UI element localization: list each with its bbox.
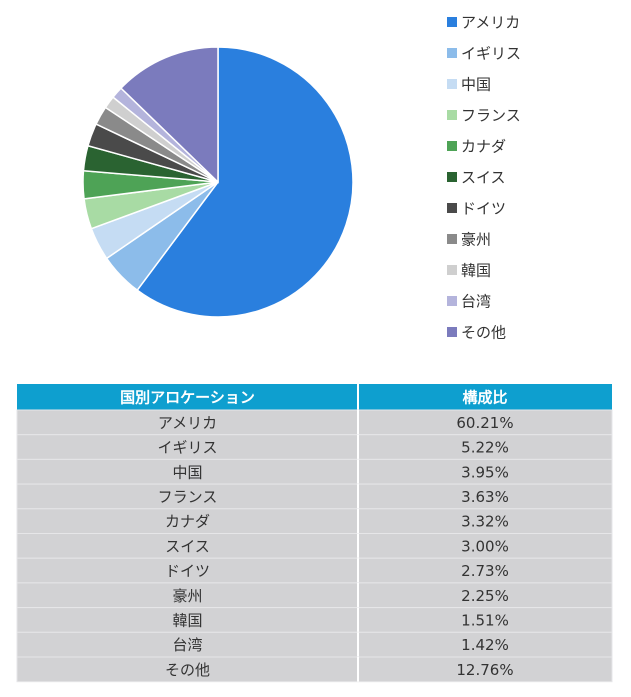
table-cell: 2.73% [461, 562, 509, 580]
legend-label: アメリカ [461, 14, 520, 32]
table-cell: フランス [158, 488, 218, 506]
table-row-bg [16, 631, 613, 658]
table-row-bg [16, 483, 613, 510]
legend-label: 韓国 [461, 262, 491, 280]
legend-swatch [447, 110, 457, 120]
table-row-bg [16, 607, 613, 633]
legend-label: カナダ [461, 138, 506, 156]
table-cell: その他 [165, 661, 210, 679]
table-cell: カナダ [165, 513, 210, 531]
table-cell: ドイツ [165, 562, 210, 580]
legend-swatch [447, 48, 457, 58]
table-cell: 豪州 [172, 587, 202, 605]
table-cell: 60.21% [456, 414, 513, 432]
table-cell: 3.95% [461, 463, 509, 481]
table-cell: 1.51% [461, 611, 509, 629]
table-row-bg [16, 434, 613, 460]
pie-slice [136, 46, 354, 318]
table-row-bg [16, 533, 613, 559]
legend-label: フランス [461, 107, 521, 125]
pie-slice [119, 46, 219, 184]
table-cell: 2.25% [461, 587, 509, 605]
legend-label: イギリス [461, 45, 521, 63]
table-cell: 1.42% [461, 636, 509, 654]
table-header-bg [17, 384, 612, 410]
table-cell: イギリス [157, 439, 217, 457]
legend-swatch [447, 172, 457, 182]
table-row-bg [16, 557, 613, 584]
legend-swatch [447, 234, 457, 244]
table-header: 構成比 [462, 389, 507, 407]
legend-swatch [447, 79, 457, 89]
legend-swatch [447, 203, 457, 213]
legend-label: 豪州 [461, 231, 491, 249]
table-cell: 5.22% [461, 439, 509, 457]
legend-label: 台湾 [461, 293, 491, 311]
table-row-bg [16, 458, 613, 485]
table-header: 国別アロケーション [120, 389, 255, 407]
table-cell: アメリカ [158, 414, 217, 432]
table-cell: 3.63% [461, 488, 509, 506]
legend-label: 中国 [461, 76, 491, 94]
table-cell: 中国 [172, 463, 202, 481]
table-cell: 12.76% [456, 661, 513, 679]
legend-swatch [447, 17, 457, 27]
legend-swatch [447, 327, 457, 337]
legend-swatch [447, 296, 457, 306]
legend-label: ドイツ [461, 200, 506, 218]
legend-label: その他 [461, 324, 506, 342]
table-cell: 3.00% [461, 537, 509, 555]
table-row-bg [16, 508, 613, 534]
table-cell: 韓国 [172, 611, 202, 629]
legend-swatch [447, 265, 457, 275]
legend-label: スイス [461, 169, 506, 187]
table-cell: スイス [165, 537, 210, 555]
table-row-bg [16, 409, 613, 436]
legend-swatch [447, 141, 457, 151]
table-cell: 3.32% [461, 513, 509, 531]
table-cell: 台湾 [172, 636, 202, 654]
table-row-bg [16, 656, 613, 683]
table-row-bg [16, 582, 613, 609]
